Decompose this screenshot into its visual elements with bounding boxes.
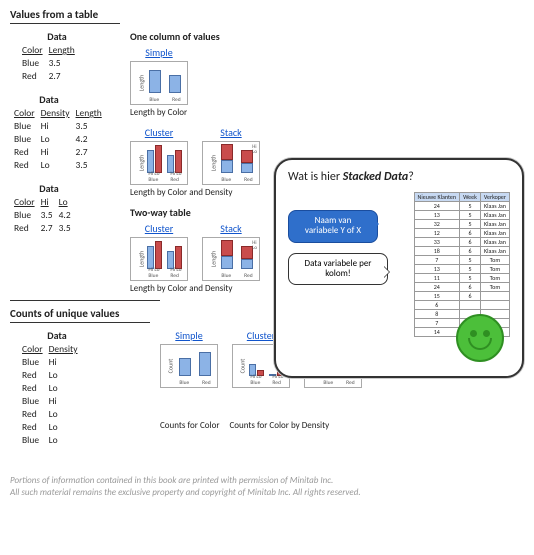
link-simple-2[interactable]: Simple <box>175 329 202 342</box>
stacked-data-callout: Wat is hier Stacked Data? Naam van varia… <box>274 158 524 378</box>
table-block-3: Data ColorHiLoBlue3.54.2Red2.73.5 <box>10 182 130 235</box>
heading-values-from-table: Values from a table <box>10 8 120 24</box>
link-stack-2[interactable]: Stack <box>220 222 241 235</box>
table-block-1: Data ColorLengthBlue3.5Red2.7 <box>10 30 130 83</box>
tables-column: Data ColorLengthBlue3.5Red2.7 Data Color… <box>10 30 130 294</box>
link-cluster-1[interactable]: Cluster <box>145 126 173 139</box>
footer-copyright: Portions of information contained in thi… <box>0 475 534 506</box>
data-table-2: ColorDensityLengthBlueHi3.5BlueLo4.2RedH… <box>14 107 108 172</box>
stack-chart-block-1: Stack LengthHiLoBlueRed <box>202 126 260 185</box>
link-stack-1[interactable]: Stack <box>220 126 241 139</box>
bubble-data-per-column: Data variabele per kolom! <box>288 253 388 286</box>
heading-one-column: One column of values <box>130 30 524 43</box>
chart-cluster-2: LengthHi LoBlueHi LoRed <box>130 237 188 281</box>
data-table-1: ColorLengthBlue3.5Red2.7 <box>22 44 81 83</box>
cluster-chart-block-2: Cluster LengthHi LoBlueHi LoRed <box>130 222 188 281</box>
bubble-variable-name: Naam van variabele Y of X <box>288 210 378 243</box>
mini-data-table: Nieuwe KlantenWeekVerkoper245Klaas Jan13… <box>414 192 510 337</box>
cluster-chart-block-1: Cluster LengthHi LoBlueHi LoRed <box>130 126 188 185</box>
link-simple[interactable]: Simple <box>145 46 172 59</box>
chart-simple-1: LengthBlueRed <box>130 61 188 105</box>
table-block-2: Data ColorDensityLengthBlueHi3.5BlueLo4.… <box>10 93 130 172</box>
chart-stack-2: LengthHiLoBlueRed <box>202 237 260 281</box>
simple-chart-block: Simple LengthBlueRed Length by Color <box>130 46 188 118</box>
chart-simple-2: CountBlueRed <box>160 344 218 388</box>
link-cluster-2[interactable]: Cluster <box>145 222 173 235</box>
chart-cluster-1: LengthHi LoBlueHi LoRed <box>130 141 188 185</box>
chart-stack-1: LengthHiLoBlueRed <box>202 141 260 185</box>
data-table-counts: ColorDensityBlueHiRedLoRedLoBlueHiRedLoR… <box>22 343 84 447</box>
stack-chart-block-2: Stack LengthHiLoBlueRed <box>202 222 260 281</box>
data-table-3: ColorHiLoBlue3.54.2Red2.73.5 <box>14 196 77 235</box>
heading-counts-unique: Counts of unique values <box>10 307 150 323</box>
callout-title: Wat is hier Stacked Data? <box>288 170 510 184</box>
simple-chart-block-2: Simple CountBlueRed <box>160 329 218 388</box>
link-cluster-3[interactable]: Cluster <box>247 329 275 342</box>
smiley-icon <box>456 314 504 362</box>
